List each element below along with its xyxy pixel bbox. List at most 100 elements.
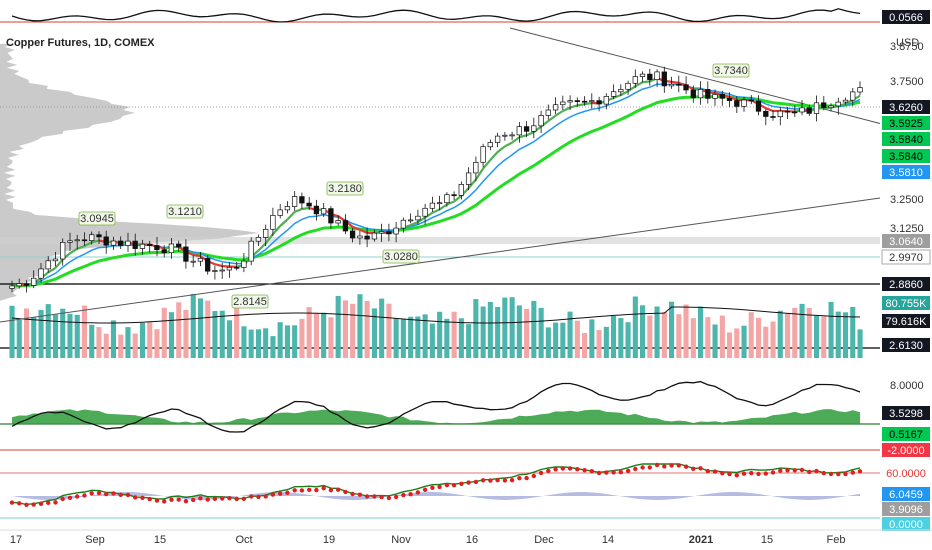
volume-bar: [219, 310, 225, 358]
osc-tag-label: -2.0000: [887, 445, 924, 457]
volume-bar: [16, 319, 22, 358]
trend-ma-segment: [569, 104, 578, 109]
price-annotation-label: 3.1210: [168, 206, 202, 218]
trend-ma-segment: [76, 244, 85, 250]
volume-bar: [53, 314, 59, 358]
volume-bar: [415, 316, 421, 358]
trend-ma-segment: [482, 159, 492, 170]
candle-body: [422, 207, 428, 217]
candle-body: [451, 194, 457, 197]
candle-body: [531, 125, 537, 132]
support-trendline: [0, 197, 881, 323]
candle-body: [219, 269, 225, 272]
top-indicator-tag-label: 0.0566: [889, 12, 923, 24]
price-tag-label: 3.5810: [889, 167, 923, 179]
stochastic-d-dot: [517, 476, 522, 481]
candle-body: [270, 215, 276, 230]
volume-bar: [45, 304, 51, 358]
trend-ma-segment: [264, 233, 274, 245]
stochastic-d-dot: [227, 496, 232, 501]
volume-bar: [814, 315, 820, 358]
stochastic-d-dot: [321, 486, 326, 491]
time-axis-label: 17: [10, 534, 22, 546]
osc-tag-label: 0.5167: [889, 429, 923, 441]
price-tag-label: 3.5840: [889, 134, 923, 146]
trend-ma-segment: [489, 151, 499, 161]
moving-averages: [11, 77, 861, 288]
candle-body: [67, 240, 73, 243]
volume-profile: [0, 43, 259, 301]
volume-bar: [299, 318, 305, 358]
stochastic-d-dot: [720, 471, 725, 476]
stochastic-d-dot: [546, 468, 551, 474]
stochastic-d-dot: [850, 470, 855, 475]
trend-ma-segment: [417, 216, 426, 224]
time-axis-label: Oct: [235, 534, 252, 546]
volume-bar: [234, 303, 240, 358]
trend-ma-segment: [83, 241, 93, 247]
stochastic-d-dot: [785, 468, 790, 473]
volume-bar: [103, 333, 109, 358]
candle-body: [284, 206, 291, 211]
candle-body: [125, 240, 131, 246]
trend-ma-segment: [671, 80, 679, 84]
volume-bar: [226, 320, 232, 358]
price-annotation-box: [166, 204, 204, 219]
candle-body: [74, 239, 80, 242]
volume-bar: [785, 313, 791, 358]
volume-bar: [589, 319, 595, 358]
stochastic-d-dot: [698, 466, 703, 471]
stochastic-d-dot: [393, 494, 399, 500]
stochastic-d-dot: [328, 488, 334, 493]
axis-background: [880, 0, 932, 530]
candle-body: [509, 134, 515, 137]
stochastic-d-dot: [60, 496, 65, 502]
candle-body: [16, 283, 22, 287]
candle-body: [589, 100, 595, 103]
candle-body: [538, 115, 544, 127]
price-tag-box: [882, 234, 930, 248]
stochastic-d-dot: [118, 492, 123, 497]
volume-bar: [321, 312, 327, 358]
volume-bar: [560, 322, 566, 358]
stochastic-d-dot: [792, 468, 797, 473]
volume-bar: [734, 328, 740, 358]
stoch-tag-box: [882, 487, 930, 501]
volume-bar: [38, 309, 44, 358]
price-annotation-box: [326, 181, 364, 196]
volume-bar: [487, 302, 493, 358]
stochastic-d-dot: [17, 501, 22, 506]
candle-body: [480, 146, 486, 163]
candle-body: [444, 194, 450, 204]
trend-ma-segment: [431, 208, 441, 214]
volume-bar: [132, 333, 138, 358]
price-tag-box: [882, 277, 930, 291]
candle-body: [212, 270, 218, 272]
stochastic-d-dot: [488, 478, 493, 483]
osc-tag-box: [882, 443, 930, 457]
stochastic-d-dot: [350, 491, 355, 497]
volume-bar: [277, 322, 283, 358]
time-axis-label: 14: [602, 534, 614, 546]
volume-bar: [625, 322, 631, 358]
stoch-tag-box: [882, 466, 930, 480]
stochastic-d-dot: [654, 462, 660, 468]
candle-body: [103, 236, 109, 246]
volume-bar: [480, 306, 486, 358]
volume-bar: [371, 308, 377, 358]
volume-bar: [495, 306, 501, 358]
pane-separators: [0, 21, 880, 519]
candle-body: [676, 83, 682, 86]
stochastic-d-dot: [408, 492, 413, 497]
candle-body: [60, 242, 66, 260]
candle-body: [821, 102, 827, 109]
stochastic-d-dot: [415, 490, 421, 495]
volume-bar: [545, 327, 551, 358]
stochastic-d-dot: [669, 463, 674, 468]
trend-ma-segment: [474, 167, 485, 181]
volume-bar: [342, 300, 348, 358]
stochastic-d-dot: [857, 469, 863, 474]
stochastic-d-dot: [147, 496, 152, 502]
stochastic-d-dot: [502, 478, 508, 483]
